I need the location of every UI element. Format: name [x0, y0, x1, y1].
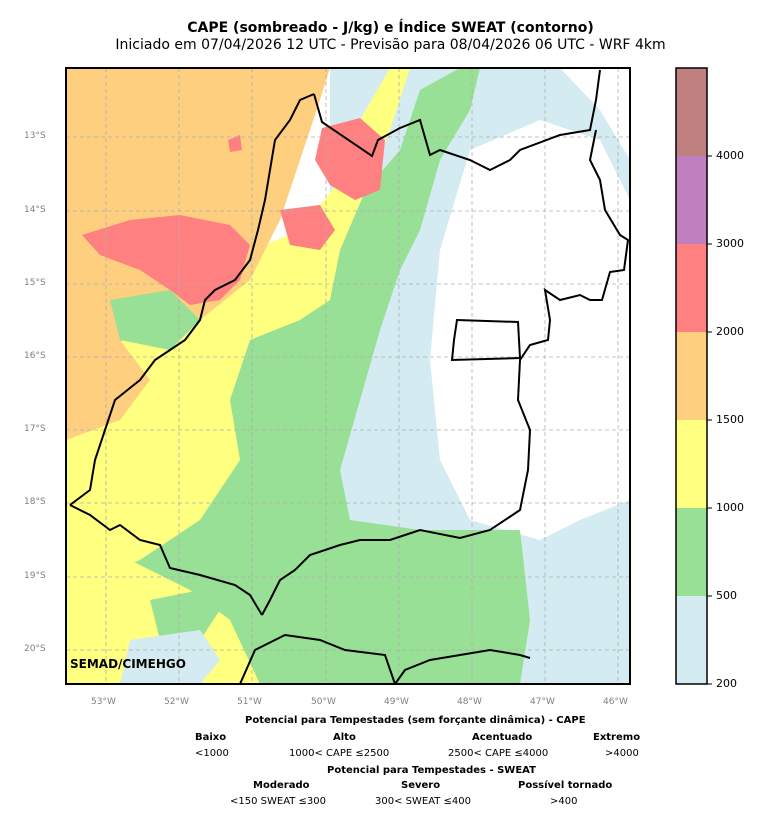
- colorbar-segment: [676, 596, 707, 684]
- border-north: [313, 69, 601, 172]
- colorbar-segment: [676, 68, 707, 156]
- cape-white-region: [430, 120, 630, 540]
- lon-tick-label: 48°W: [457, 697, 482, 707]
- colorbar-tick-label: 200: [716, 677, 737, 690]
- colorbar-segment: [676, 420, 707, 508]
- colorbar-tick-label: 2000: [716, 325, 744, 338]
- sweat-range-moderado: <150 SWEAT ≤300: [230, 796, 327, 807]
- lat-tick-label: 17°S: [24, 424, 46, 434]
- cape-field: [66, 68, 630, 684]
- chart-subtitle: Iniciado em 07/04/2026 12 UTC - Previsão…: [115, 37, 666, 53]
- lat-tick-label: 14°S: [24, 205, 46, 215]
- border-mg-south: [239, 633, 531, 684]
- sweat-range-severo: 300< SWEAT ≤400: [375, 796, 472, 807]
- sweat-legend-title: Potencial para Tempestades - SWEAT: [327, 765, 536, 776]
- border-south: [69, 504, 263, 616]
- lat-tick-label: 16°S: [24, 351, 46, 361]
- cape-2000-3000-region-west: [82, 215, 250, 305]
- lat-tick-label: 20°S: [24, 644, 46, 654]
- border-df: [450, 318, 522, 362]
- border-goias-mato-grosso: [69, 93, 315, 506]
- sweat-range-possivel-tornado: >400: [550, 796, 578, 807]
- colorbar-tick-label: 1000: [716, 501, 744, 514]
- sweat-category-moderado: Moderado: [253, 780, 310, 791]
- lon-tick-label: 49°W: [384, 697, 409, 707]
- cape-range-acentuado: 2500< CAPE ≤4000: [448, 748, 549, 759]
- cape-1500-2000-west: [66, 340, 150, 440]
- colorbar-tick-label: 1500: [716, 413, 744, 426]
- lon-tick-label: 51°W: [237, 697, 262, 707]
- lon-tick-label: 46°W: [603, 697, 628, 707]
- cape-category-acentuado: Acentuado: [472, 732, 533, 743]
- lon-tick-label: 47°W: [530, 697, 555, 707]
- cape-200-500-patch-sw: [120, 630, 220, 684]
- colorbar-frame: [675, 67, 708, 685]
- credit-label: SEMAD/CIMEHGO: [70, 657, 186, 671]
- state-borders: [69, 69, 630, 684]
- sweat-category-severo: Severo: [401, 780, 441, 791]
- cape-category-alto: Alto: [333, 732, 356, 743]
- lat-tick-label: 18°S: [24, 497, 46, 507]
- colorbar-segment: [676, 508, 707, 596]
- chart-title: CAPE (sombreado - J/kg) e Índice SWEAT (…: [187, 20, 594, 36]
- lat-tick-label: 13°S: [24, 131, 46, 141]
- colorbar: [675, 67, 712, 685]
- sweat-category-possivel-tornado: Possível tornado: [518, 780, 613, 791]
- cape-legend-title: Potencial para Tempestades (sem forçante…: [245, 715, 586, 726]
- cape-2000-3000-region-north: [315, 118, 385, 200]
- cape-500-1000-patch-south: [150, 590, 220, 640]
- cape-range-alto: 1000< CAPE ≤2500: [289, 748, 390, 759]
- cape-500-1000-patch-west: [110, 290, 200, 350]
- lat-tick-label: 15°S: [24, 278, 46, 288]
- lat-tick-label: 19°S: [24, 571, 46, 581]
- colorbar-tick-label: 500: [716, 589, 737, 602]
- colorbar-tick-label: 3000: [716, 237, 744, 250]
- cape-range-extremo: >4000: [605, 748, 639, 759]
- map-frame: [65, 67, 631, 685]
- cape-1000-1500-region: [66, 68, 410, 590]
- cape-range-baixo: <1000: [195, 748, 229, 759]
- lon-tick-label: 50°W: [311, 697, 336, 707]
- lon-tick-label: 52°W: [164, 697, 189, 707]
- colorbar-segment: [676, 244, 707, 332]
- colorbar-tick-label: 4000: [716, 149, 744, 162]
- border-east: [261, 129, 630, 616]
- cape-category-extremo: Extremo: [593, 732, 641, 743]
- cape-2000-3000-patch-nw: [228, 135, 242, 152]
- cape-category-baixo: Baixo: [195, 732, 227, 743]
- cape-1500-2000-region: [66, 68, 330, 360]
- colorbar-segment: [676, 156, 707, 244]
- lon-tick-label: 53°W: [91, 697, 116, 707]
- cape-2000-3000-region-mid: [280, 205, 335, 250]
- colorbar-segment: [676, 332, 707, 420]
